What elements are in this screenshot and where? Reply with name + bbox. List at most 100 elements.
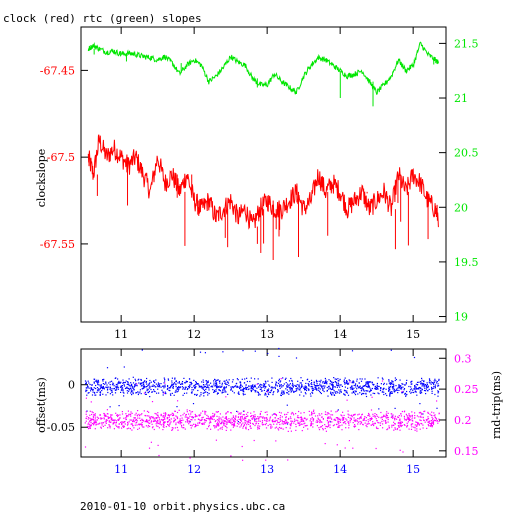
- offset-point: [212, 389, 214, 391]
- offset-point: [278, 378, 280, 380]
- chart-title: clock (red) rtc (green) slopes: [3, 12, 202, 25]
- offset-point: [296, 390, 298, 392]
- rndtrip-point: [94, 417, 96, 419]
- rndtrip-point: [240, 425, 242, 427]
- top-y-axis-label: clockslope: [35, 149, 48, 207]
- offset-point: [370, 389, 372, 391]
- rndtrip-point: [409, 415, 411, 417]
- rndtrip-point: [373, 423, 375, 425]
- offset-point: [191, 392, 193, 394]
- offset-point: [121, 385, 123, 387]
- offset-point: [331, 392, 333, 394]
- offset-point: [194, 385, 196, 387]
- rndtrip-point: [269, 417, 271, 419]
- offset-point: [395, 385, 397, 387]
- rndtrip-point: [174, 418, 177, 421]
- offset-point: [86, 394, 88, 396]
- rndtrip-point: [392, 417, 394, 419]
- rndtrip-point: [428, 425, 430, 427]
- offset-point: [223, 387, 225, 389]
- rndtrip-point: [140, 423, 142, 425]
- offset-point: [265, 382, 267, 384]
- offset-point: [431, 386, 433, 388]
- offset-point: [183, 392, 186, 394]
- rndtrip-point: [160, 413, 162, 415]
- rndtrip-point: [103, 418, 105, 420]
- offset-point: [304, 388, 306, 390]
- rndtrip-point: [339, 425, 341, 427]
- offset-point: [165, 392, 167, 394]
- offset-point: [175, 391, 177, 393]
- rndtrip-point: [141, 413, 143, 415]
- rndtrip-point: [345, 423, 347, 425]
- rndtrip-point: [374, 415, 376, 418]
- rndtrip-point: [297, 420, 299, 422]
- rndtrip-point: [164, 414, 166, 416]
- rndtrip-point: [205, 417, 208, 420]
- rndtrip-point: [292, 412, 294, 414]
- rndtrip-point: [102, 425, 104, 427]
- offset-point: [370, 381, 372, 383]
- offset-point: [200, 394, 202, 396]
- rndtrip-point: [132, 425, 134, 427]
- offset-point: [137, 391, 139, 393]
- offset-point: [187, 388, 189, 390]
- offset-point: [371, 381, 373, 383]
- rndtrip-point: [270, 427, 272, 429]
- offset-point: [240, 387, 242, 389]
- bottom-right-ticks: 0.30.250.20.15: [439, 352, 479, 458]
- rndtrip-point: [369, 415, 371, 417]
- offset-point: [213, 384, 215, 386]
- rndtrip-point: [281, 416, 283, 418]
- rndtrip-point: [164, 412, 167, 414]
- rndtrip-point: [214, 427, 216, 429]
- rndtrip-point: [163, 424, 165, 426]
- offset-point: [257, 394, 260, 396]
- rndtrip-point: [278, 429, 280, 431]
- rndtrip-point: [327, 416, 329, 418]
- offset-point: [142, 386, 144, 388]
- rndtrip-point: [95, 419, 97, 421]
- offset-point: [311, 391, 313, 393]
- rndtrip-point: [327, 424, 330, 426]
- rndtrip-point: [99, 422, 101, 424]
- rndtrip-point: [358, 418, 360, 420]
- rndtrip-point: [210, 418, 212, 420]
- rndtrip-point: [212, 412, 214, 415]
- offset-point: [125, 387, 127, 389]
- offset-point: [213, 380, 215, 382]
- rndtrip-point: [247, 415, 249, 417]
- rndtrip-point: [225, 413, 227, 415]
- offset-point: [248, 385, 250, 388]
- rndtrip-point: [108, 421, 110, 423]
- offset-point: [352, 380, 354, 382]
- offset-point: [289, 383, 291, 385]
- rndtrip-point: [353, 414, 355, 416]
- rndtrip-point: [259, 420, 261, 422]
- rndtrip-point: [168, 420, 170, 422]
- rndtrip-point: [252, 414, 254, 417]
- offset-point: [148, 390, 150, 392]
- offset-point: [286, 389, 288, 391]
- offset-point: [101, 390, 103, 392]
- rndtrip-point: [187, 417, 189, 419]
- offset-point: [367, 386, 369, 388]
- offset-point: [316, 383, 318, 385]
- rndtrip-point: [253, 417, 255, 419]
- offset-point: [238, 386, 240, 388]
- offset-point: [146, 386, 148, 388]
- rndtrip-point: [360, 416, 362, 418]
- rndtrip-point: [121, 427, 123, 429]
- rndtrip-point: [94, 413, 96, 415]
- offset-point: [245, 388, 247, 390]
- offset-point: [269, 391, 272, 394]
- offset-point: [390, 392, 392, 394]
- rndtrip-point: [287, 422, 289, 424]
- rndtrip-point: [319, 419, 321, 421]
- offset-point: [205, 388, 207, 390]
- offset-point: [337, 378, 339, 380]
- rndtrip-point: [301, 423, 303, 425]
- offset-point: [197, 383, 199, 385]
- offset-point: [336, 384, 338, 386]
- rndtrip-point: [318, 429, 321, 431]
